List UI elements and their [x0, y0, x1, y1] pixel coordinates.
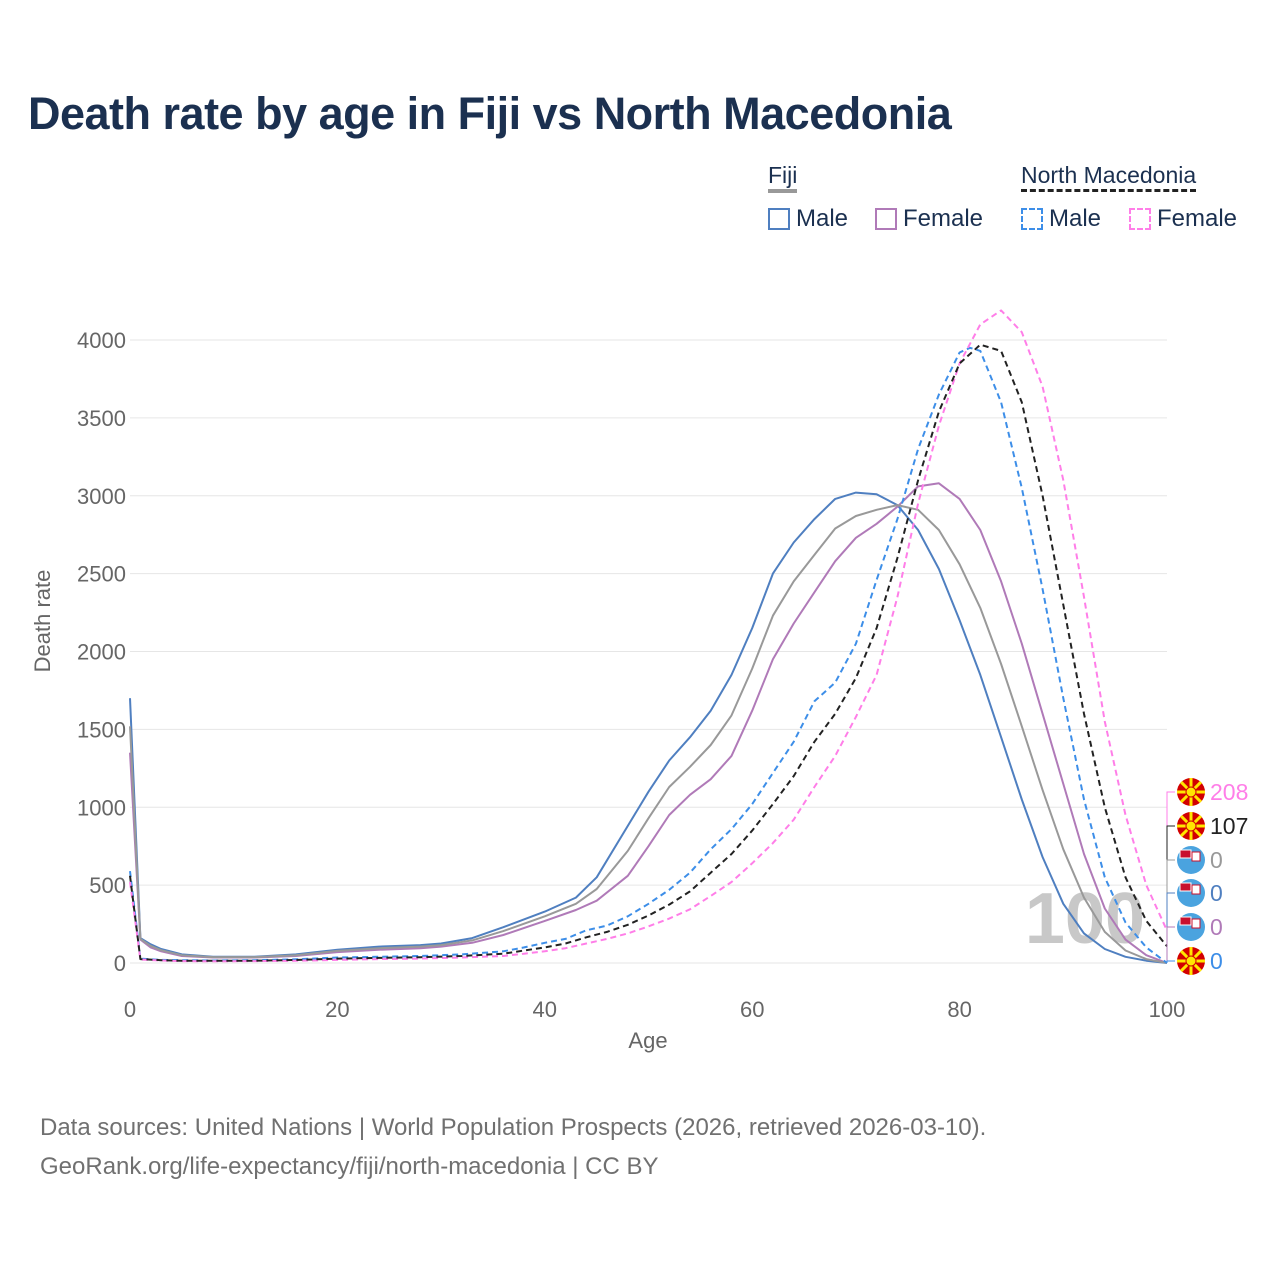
x-tick-label: 80 — [947, 997, 971, 1022]
north-macedonia-flag-icon — [1177, 778, 1205, 806]
y-axis-label: Death rate — [30, 570, 55, 673]
fiji-flag-icon — [1177, 879, 1205, 907]
legend-group-fiji-label: Fiji — [768, 162, 798, 188]
legend-group-fiji: Fiji — [768, 162, 798, 193]
legend-group-north-macedonia-label: North Macedonia — [1021, 162, 1197, 188]
series-line-fiji-male[interactable] — [129, 491, 1168, 964]
legend-item-label: Female — [1157, 205, 1238, 232]
end-label-value: 208 — [1210, 779, 1248, 805]
end-label-leader — [1166, 825, 1175, 963]
end-label-leader — [1166, 960, 1175, 963]
fiji-flag-icon — [1177, 846, 1205, 874]
series-line-north-macedonia-male[interactable] — [129, 346, 1168, 964]
y-tick-label: 3500 — [77, 406, 126, 431]
legend-item-north-macedonia-female[interactable]: Female — [1129, 205, 1237, 233]
end-label-value: 107 — [1210, 813, 1248, 839]
end-label-leader — [1166, 926, 1175, 963]
legend-item-fiji-male[interactable]: Male — [768, 205, 848, 233]
legend-swatch-fiji-male — [768, 208, 790, 230]
end-label-value: 0 — [1210, 948, 1223, 974]
legend-item-label: Male — [1049, 205, 1102, 232]
y-tick-label: 2000 — [77, 640, 126, 665]
year-watermark: 100 — [1025, 879, 1145, 959]
north-macedonia-flag-icon — [1177, 947, 1205, 975]
y-tick-label: 1000 — [77, 795, 126, 820]
legend-item-label: Male — [796, 205, 849, 232]
x-axis-label: Age — [628, 1028, 667, 1053]
series-line-fiji-female[interactable] — [129, 482, 1168, 964]
x-tick-label: 20 — [325, 997, 349, 1022]
end-label-leader — [1166, 791, 1175, 963]
end-label-leader — [1166, 892, 1175, 963]
y-tick-label: 4000 — [77, 328, 126, 353]
legend-swatch-north-macedonia-male — [1021, 208, 1043, 230]
legend-item-label: Female — [903, 205, 984, 232]
y-tick-label: 0 — [114, 951, 126, 976]
legend-swatch-north-macedonia-female — [1129, 208, 1151, 230]
end-label-value: 0 — [1210, 847, 1223, 873]
y-tick-label: 500 — [89, 873, 126, 898]
chart-title: Death rate by age in Fiji vs North Maced… — [28, 88, 952, 139]
source-line-2: GeoRank.org/life-expectancy/fiji/north-m… — [40, 1153, 659, 1180]
north-macedonia-flag-icon — [1177, 812, 1205, 840]
x-tick-label: 40 — [533, 997, 557, 1022]
source-line-1: Data sources: United Nations | World Pop… — [40, 1114, 987, 1141]
series-line-north-macedonia-female[interactable] — [129, 309, 1168, 963]
legend-item-fiji-female[interactable]: Female — [875, 205, 983, 233]
fiji-flag-icon — [1177, 913, 1205, 941]
y-tick-label: 1500 — [77, 717, 126, 742]
end-label-value: 0 — [1210, 914, 1223, 940]
y-tick-label: 3000 — [77, 484, 126, 509]
series-line-north-macedonia-total[interactable] — [129, 343, 1168, 962]
x-tick-label: 0 — [124, 997, 136, 1022]
legend-item-north-macedonia-male[interactable]: Male — [1021, 205, 1101, 233]
end-label-leader — [1166, 859, 1175, 963]
source-note: Data sources: United Nations | World Pop… — [40, 1108, 986, 1186]
end-label-value: 0 — [1210, 880, 1223, 906]
legend-swatch-fiji-female — [875, 208, 897, 230]
y-tick-label: 2500 — [77, 562, 126, 587]
x-tick-label: 60 — [740, 997, 764, 1022]
x-tick-label: 100 — [1149, 997, 1186, 1022]
series-line-fiji-total[interactable] — [129, 504, 1168, 964]
legend-group-north-macedonia: North Macedonia — [1021, 162, 1197, 192]
